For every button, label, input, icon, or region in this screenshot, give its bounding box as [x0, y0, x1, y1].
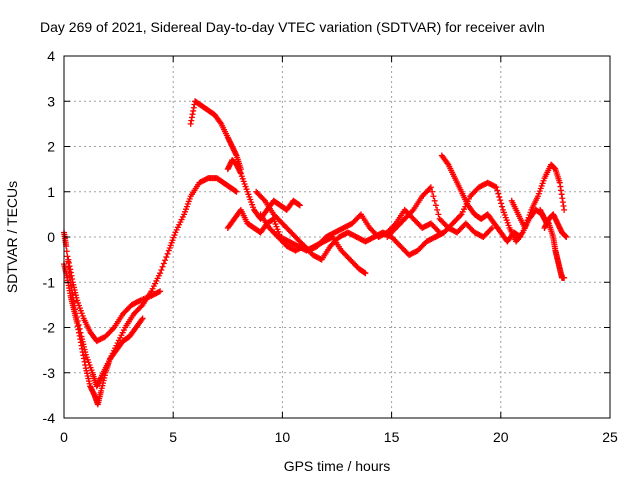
data-point	[296, 202, 303, 209]
data-points	[61, 98, 570, 408]
y-tick-label: 0	[47, 229, 55, 245]
data-point	[138, 303, 145, 310]
data-point	[160, 260, 167, 267]
data-point	[426, 185, 433, 192]
x-tick-label: 15	[384, 429, 400, 445]
data-point	[63, 248, 70, 255]
data-point	[457, 212, 464, 219]
y-tick-label: 1	[47, 184, 55, 200]
data-point	[561, 274, 568, 281]
data-point	[157, 288, 164, 295]
x-tick-label: 10	[275, 429, 291, 445]
tick-labels: 0 5 10 15 20 25 -4 -3 -2 -1 0 1 2 3 4	[43, 48, 618, 445]
data-point	[64, 253, 71, 260]
series-track-3	[65, 256, 164, 345]
x-axis-label: GPS time / hours	[284, 458, 391, 474]
y-tick-label: -1	[43, 274, 56, 290]
series-track-5	[224, 157, 303, 222]
data-point	[431, 197, 438, 204]
data-point	[430, 193, 437, 200]
data-point	[435, 211, 442, 218]
data-point	[164, 250, 171, 257]
data-point	[158, 266, 165, 273]
data-point	[157, 270, 164, 277]
data-point	[498, 200, 505, 207]
data-point	[496, 193, 503, 200]
y-tick-label: 3	[47, 93, 55, 109]
series-track-4	[187, 98, 244, 173]
data-point	[493, 184, 500, 191]
data-point	[429, 188, 436, 195]
data-point	[497, 197, 504, 204]
y-tick-label: 2	[47, 139, 55, 155]
chart-title: Day 269 of 2021, Sidereal Day-to-day VTE…	[40, 19, 545, 35]
data-point	[362, 270, 369, 277]
axis-ticks	[63, 55, 611, 419]
data-point	[162, 257, 169, 264]
y-axis-label: SDTVAR / TECUs	[4, 181, 20, 293]
data-point	[138, 316, 145, 323]
data-point	[487, 226, 494, 233]
y-tick-label: -4	[43, 410, 56, 426]
data-point	[434, 206, 441, 213]
y-tick-label: -2	[43, 320, 56, 336]
x-tick-label: 25	[602, 429, 618, 445]
data-point	[233, 188, 240, 195]
data-point	[163, 254, 170, 261]
x-tick-label: 20	[493, 429, 509, 445]
data-point	[109, 325, 116, 332]
data-point	[159, 263, 166, 270]
data-point	[217, 119, 224, 126]
data-point	[563, 234, 570, 240]
series-track-12	[508, 161, 568, 231]
data-point	[444, 160, 451, 167]
series-track-2	[61, 261, 146, 408]
data-point	[139, 315, 146, 322]
data-point	[260, 196, 267, 203]
data-point	[518, 230, 525, 237]
data-point	[561, 206, 568, 213]
data-point	[432, 202, 439, 209]
x-tick-label: 5	[169, 429, 177, 445]
data-point	[427, 184, 434, 191]
x-tick-label: 0	[60, 429, 68, 445]
y-tick-label: -3	[43, 365, 56, 381]
series-track-6	[224, 206, 369, 277]
data-point	[495, 190, 502, 197]
data-point	[494, 187, 501, 194]
y-tick-label: 4	[47, 48, 55, 64]
series-track-14	[541, 211, 570, 240]
data-point	[409, 208, 416, 215]
series-track-9	[384, 184, 496, 240]
data-point	[499, 203, 506, 210]
